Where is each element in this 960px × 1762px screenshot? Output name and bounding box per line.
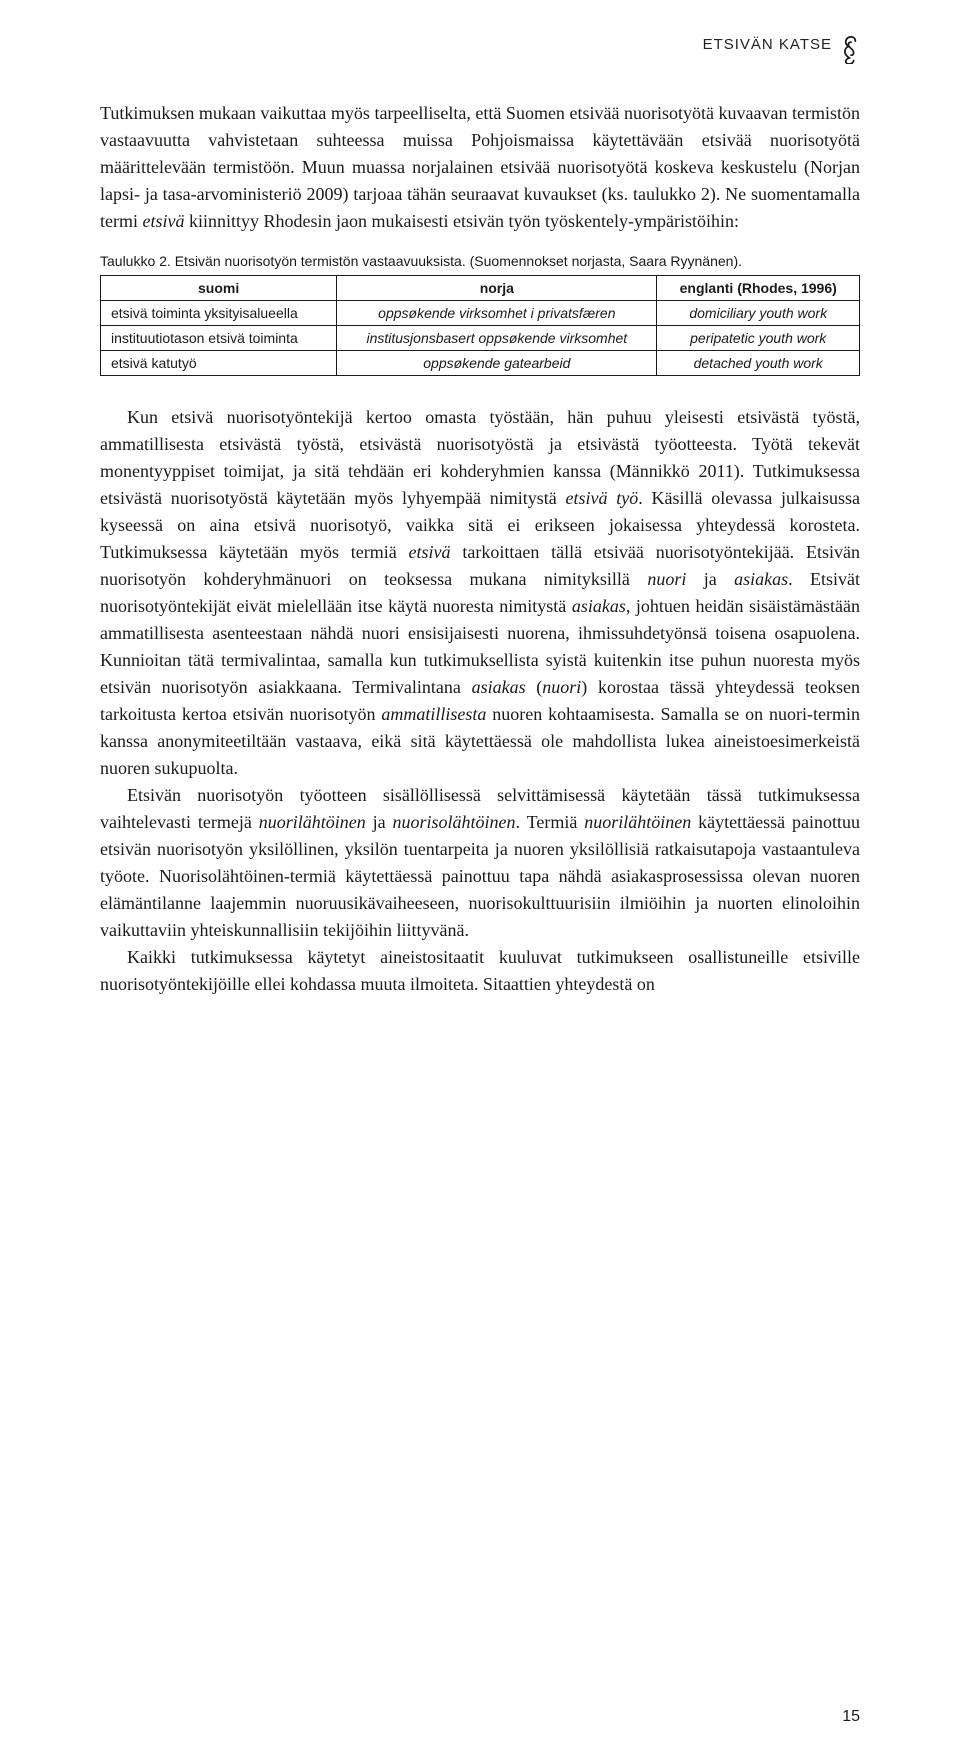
table-row: instituutiotason etsivä toiminta institu…	[101, 326, 860, 351]
terminology-table: suomi norja englanti (Rhodes, 1996) etsi…	[100, 275, 860, 376]
paragraph-2: Kun etsivä nuorisotyöntekijä kertoo omas…	[100, 404, 860, 782]
body-text-block2: Kun etsivä nuorisotyöntekijä kertoo omas…	[100, 404, 860, 998]
cell-suomi: etsivä katutyö	[101, 351, 337, 376]
table-header-norja: norja	[337, 276, 657, 301]
paragraph-1: Tutkimuksen mukaan vaikuttaa myös tarpee…	[100, 100, 860, 235]
p3c: ja	[366, 812, 393, 832]
p2g: ja	[686, 569, 734, 589]
p3d: nuorisolähtöinen	[393, 812, 516, 832]
p4: Kaikki tutkimuksessa käytetyt aineistosi…	[100, 947, 860, 994]
p3e: . Termiä	[516, 812, 585, 832]
table-caption: Taulukko 2. Etsivän nuorisotyön termistö…	[100, 253, 860, 269]
table-header-englanti: englanti (Rhodes, 1996)	[657, 276, 860, 301]
p3b: nuorilähtöinen	[259, 812, 366, 832]
p3f: nuorilähtöinen	[584, 812, 691, 832]
table-header-row: suomi norja englanti (Rhodes, 1996)	[101, 276, 860, 301]
p2b: etsivä työ	[566, 488, 639, 508]
p2l: asiakas	[472, 677, 526, 697]
paragraph-3: Etsivän nuorisotyön työotteen sisällölli…	[100, 782, 860, 944]
cell-suomi: instituutiotason etsivä toiminta	[101, 326, 337, 351]
paragraph-4: Kaikki tutkimuksessa käytetyt aineistosi…	[100, 944, 860, 998]
p2f: nuori	[647, 569, 686, 589]
cell-suomi: etsivä toiminta yksityisalueella	[101, 301, 337, 326]
table-row: etsivä toiminta yksityisalueella oppsøke…	[101, 301, 860, 326]
section-mark-icon	[842, 36, 860, 53]
cell-norja: institusjonsbasert oppsøkende virksomhet	[337, 326, 657, 351]
p2d: etsivä	[409, 542, 451, 562]
table-header-suomi: suomi	[101, 276, 337, 301]
para1-italic: etsivä	[143, 211, 185, 231]
p2j: asiakas	[572, 596, 626, 616]
cell-eng: peripatetic youth work	[657, 326, 860, 351]
header-right: ETSIVÄN KATSE	[703, 36, 860, 64]
p2n: nuori	[542, 677, 581, 697]
page-number: 15	[842, 1708, 860, 1726]
para1-cont: kiinnittyy Rhodesin jaon mukaisesti etsi…	[185, 211, 739, 231]
page: ETSIVÄN KATSE Tutkimuksen mukaan vaikutt…	[0, 0, 960, 1762]
p2h: asiakas	[734, 569, 788, 589]
p2p: ammatillisesta	[381, 704, 486, 724]
p2m: (	[526, 677, 543, 697]
table-row: etsivä katutyö oppsøkende gatearbeid det…	[101, 351, 860, 376]
body-text-block1: Tutkimuksen mukaan vaikuttaa myös tarpee…	[100, 100, 860, 235]
cell-norja: oppsøkende gatearbeid	[337, 351, 657, 376]
header-label: ETSIVÄN KATSE	[703, 36, 832, 53]
cell-eng: detached youth work	[657, 351, 860, 376]
cell-norja: oppsøkende virksomhet i privatsfæren	[337, 301, 657, 326]
cell-eng: domiciliary youth work	[657, 301, 860, 326]
